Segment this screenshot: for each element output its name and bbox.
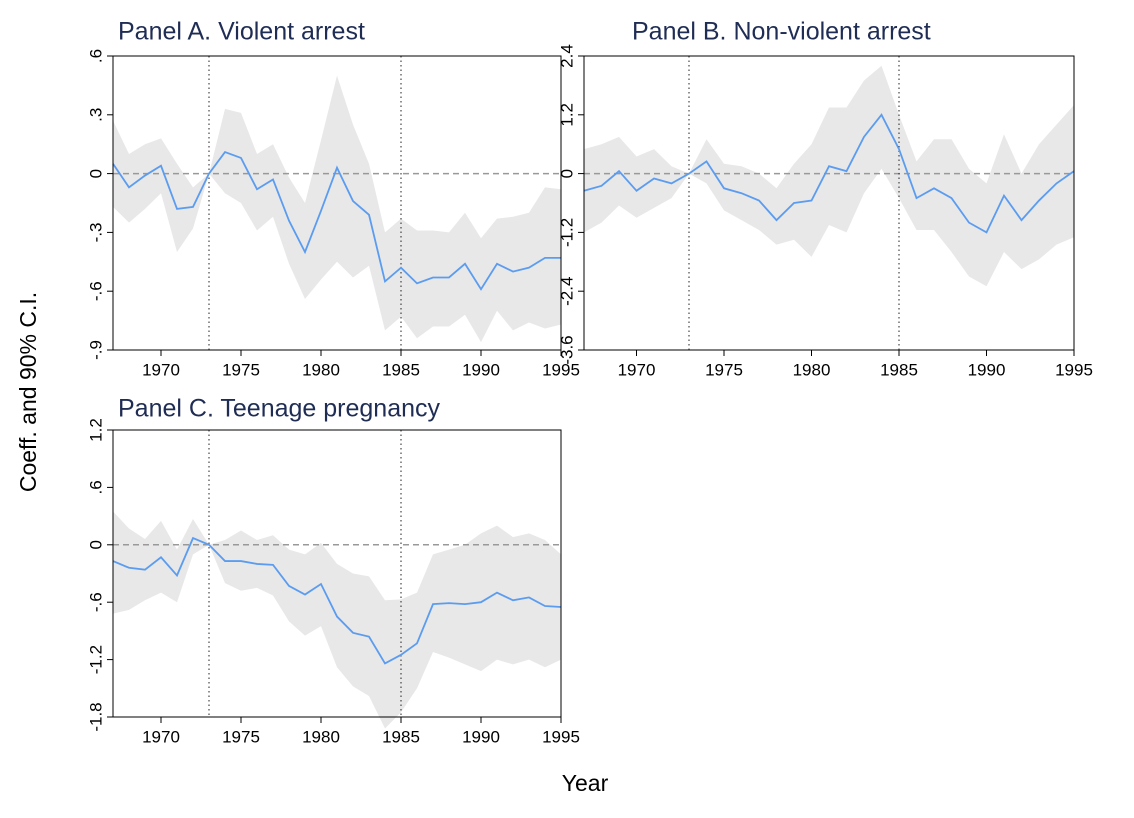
y-tick-label: -1.2 [86, 645, 105, 674]
y-tick-label: -2.4 [557, 277, 576, 306]
coef-line [112, 150, 561, 291]
y-tick-label: -.6 [86, 592, 105, 612]
y-tick-label: -.3 [86, 222, 105, 242]
plot-frame [112, 55, 562, 351]
x-tick-label: 1995 [542, 727, 580, 746]
panel-title: Panel B. Non-violent arrest [632, 18, 931, 46]
plot-frame [583, 55, 1075, 351]
y-tick-label: .3 [86, 108, 105, 122]
x-tick-label: 1995 [1055, 360, 1093, 379]
x-tick-label: 1985 [382, 727, 420, 746]
panel-title: Panel A. Violent arrest [118, 18, 365, 46]
y-tick-label: 0 [86, 540, 105, 549]
x-axis-label: Year [562, 770, 609, 796]
y-tick-label: 0 [557, 169, 576, 178]
x-tick-label: 1980 [302, 360, 340, 379]
x-tick-label: 1975 [705, 360, 743, 379]
x-tick-label: 1985 [880, 360, 918, 379]
ci-band [584, 65, 1074, 287]
y-tick-label: 0 [86, 169, 105, 178]
y-tick-label: -3.6 [557, 335, 576, 364]
y-tick-label: .6 [86, 49, 105, 63]
x-tick-label: 1980 [302, 727, 340, 746]
coef-line [583, 113, 1075, 234]
x-tick-label: 1990 [462, 727, 500, 746]
x-tick-label: 1980 [793, 360, 831, 379]
x-tick-label: 1975 [222, 727, 260, 746]
plot-frame [112, 429, 562, 718]
y-tick-label: 1.2 [86, 418, 105, 442]
x-tick-label: 1975 [222, 360, 260, 379]
ci-band [113, 75, 561, 343]
x-tick-label: 1990 [968, 360, 1006, 379]
x-tick-label: 1985 [382, 360, 420, 379]
panel-title: Panel C. Teenage pregnancy [118, 395, 440, 423]
y-tick-label: .6 [86, 480, 105, 494]
y-axis-label: Coeff. and 90% C.I. [15, 292, 41, 492]
y-tick-label: -1.8 [86, 702, 105, 731]
y-tick-label: -1.2 [557, 218, 576, 247]
coef-line [112, 536, 562, 665]
y-tick-label: -.6 [86, 281, 105, 301]
y-tick-label: 2.4 [557, 44, 576, 68]
x-tick-label: 1970 [618, 360, 656, 379]
y-tick-label: -.9 [86, 340, 105, 360]
x-tick-label: 1995 [542, 360, 580, 379]
x-tick-label: 1990 [462, 360, 500, 379]
x-tick-label: 1970 [142, 727, 180, 746]
ci-band [113, 511, 561, 729]
x-tick-label: 1970 [142, 360, 180, 379]
y-tick-label: 1.2 [557, 103, 576, 127]
